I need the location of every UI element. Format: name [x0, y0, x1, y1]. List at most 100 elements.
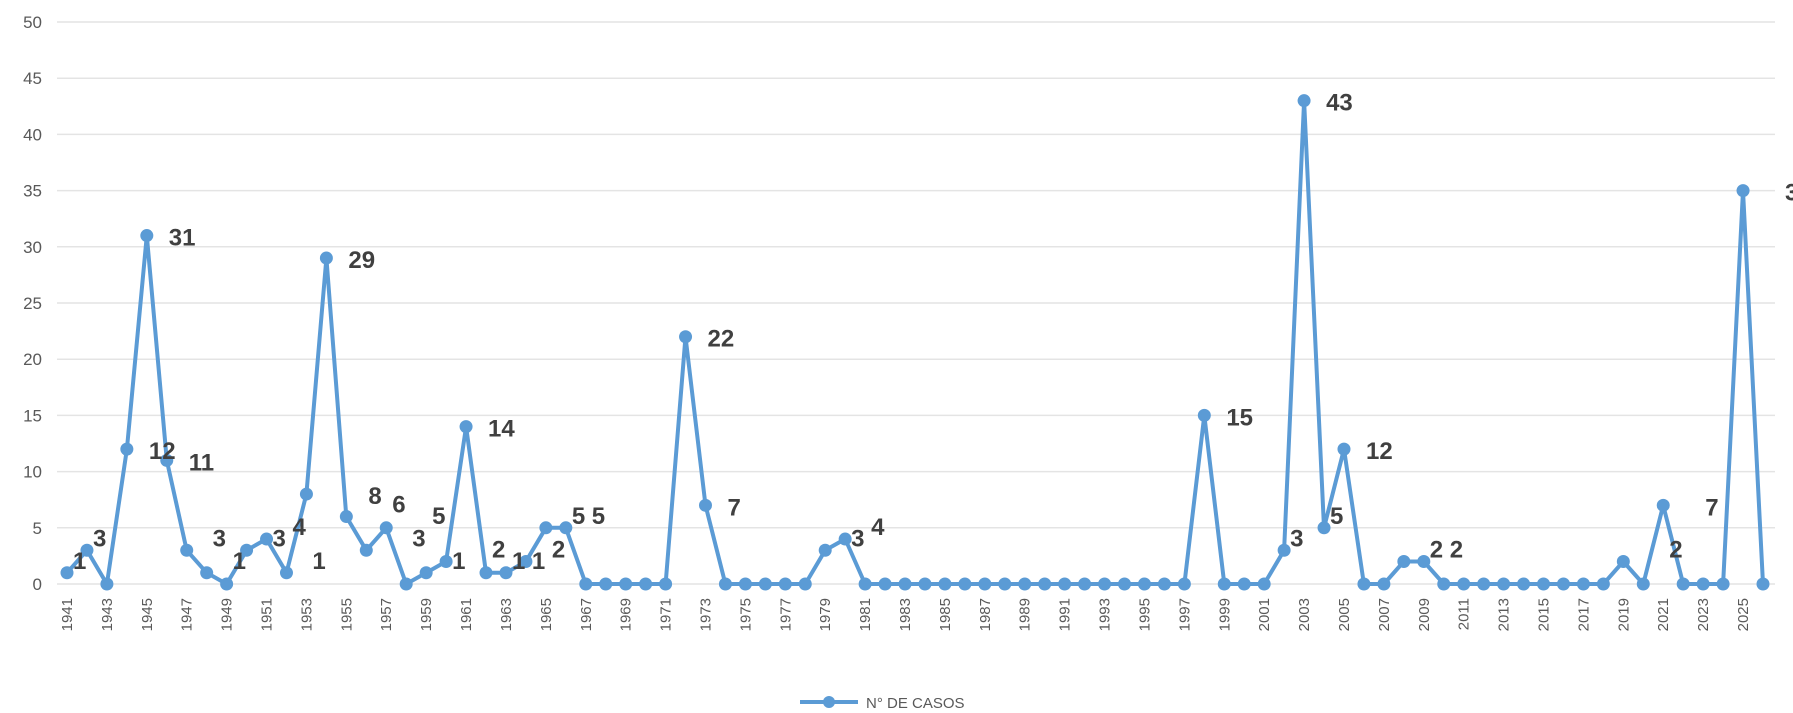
data-point: [319, 251, 333, 265]
data-label: 14: [488, 416, 515, 443]
x-tick-label: 1965: [538, 598, 555, 631]
x-tick-label: 2021: [1655, 598, 1672, 631]
x-tick-label: 1997: [1176, 598, 1193, 631]
data-point: [838, 532, 852, 546]
data-label: 1: [512, 548, 525, 575]
data-point: [1497, 577, 1511, 591]
x-tick-label: 2003: [1296, 598, 1313, 631]
data-point: [1716, 577, 1730, 591]
data-label: 11: [189, 449, 214, 476]
data-point: [299, 487, 313, 501]
data-point: [1756, 577, 1770, 591]
data-point: [679, 330, 693, 344]
data-label: 2: [552, 537, 565, 564]
data-point: [1457, 577, 1471, 591]
data-point: [1337, 442, 1351, 456]
data-point: [140, 229, 154, 243]
y-tick-label: 50: [23, 13, 42, 32]
data-point: [659, 577, 673, 591]
data-point: [200, 566, 214, 580]
data-label: 8: [368, 483, 381, 510]
data-point: [1357, 577, 1371, 591]
x-tick-label: 2007: [1376, 598, 1393, 631]
x-tick-label: 1995: [1136, 598, 1153, 631]
y-tick-label: 5: [33, 519, 42, 538]
data-point: [359, 543, 373, 557]
data-point: [1137, 577, 1151, 591]
x-tick-label: 1979: [817, 598, 834, 631]
y-tick-label: 20: [23, 350, 42, 369]
x-tick-label: 2015: [1536, 598, 1553, 631]
x-tick-label: 1943: [99, 598, 116, 631]
y-axis-ticks: 0 5 10 15 20 25 30 35 40 45 50: [23, 13, 42, 594]
data-label: 5: [592, 503, 605, 530]
data-point: [1317, 521, 1331, 535]
data-point: [1397, 555, 1411, 569]
data-point: [379, 521, 393, 535]
data-point: [519, 555, 533, 569]
legend-marker-icon: [823, 696, 835, 708]
data-label: 3: [213, 525, 226, 552]
data-label: 7: [727, 494, 740, 521]
data-label: 2: [1430, 537, 1443, 564]
y-tick-label: 30: [23, 238, 42, 257]
data-point: [978, 577, 992, 591]
data-point: [579, 577, 593, 591]
data-point: [639, 577, 653, 591]
data-point: [1477, 577, 1491, 591]
data-point: [619, 577, 633, 591]
data-label: 43: [1326, 90, 1353, 117]
data-point: [1277, 543, 1291, 557]
data-label: 15: [1226, 404, 1253, 431]
x-tick-label: 2011: [1456, 598, 1473, 630]
data-label: 3: [1290, 525, 1303, 552]
x-tick-label: 2001: [1256, 598, 1273, 631]
x-tick-label: 1951: [259, 598, 276, 631]
data-point: [260, 532, 274, 546]
data-point: [998, 577, 1012, 591]
data-point: [938, 577, 952, 591]
data-point: [180, 543, 194, 557]
data-point: [1157, 577, 1171, 591]
data-point: [1636, 577, 1650, 591]
data-label: 3: [273, 525, 286, 552]
data-point: [878, 577, 892, 591]
x-tick-label: 1961: [458, 598, 475, 631]
data-label: 31: [169, 225, 196, 252]
x-tick-label: 1967: [578, 598, 595, 631]
data-point: [738, 577, 752, 591]
data-label: 1: [532, 548, 545, 575]
data-point: [599, 577, 613, 591]
y-tick-label: 0: [33, 575, 42, 594]
data-point: [1058, 577, 1072, 591]
data-point: [1118, 577, 1132, 591]
data-point: [1098, 577, 1112, 591]
x-tick-label: 1991: [1057, 598, 1074, 631]
x-tick-label: 1963: [498, 598, 515, 631]
data-point: [240, 543, 254, 557]
data-point: [80, 543, 94, 557]
data-label: 1: [73, 548, 86, 575]
data-point: [1257, 577, 1271, 591]
data-point: [858, 577, 872, 591]
x-tick-label: 1941: [59, 598, 76, 631]
y-tick-label: 40: [23, 125, 42, 144]
x-tick-label: 2019: [1615, 598, 1632, 631]
data-point: [1177, 577, 1191, 591]
data-point: [100, 577, 114, 591]
x-tick-label: 1959: [418, 598, 435, 631]
x-tick-label: 1981: [857, 598, 874, 631]
data-point: [1078, 577, 1092, 591]
data-label: 7: [1705, 494, 1718, 521]
data-label: 2: [1669, 537, 1682, 564]
y-tick-label: 15: [23, 406, 42, 425]
data-point: [918, 577, 932, 591]
legend: N° DE CASOS: [800, 695, 965, 712]
data-point: [1417, 555, 1431, 569]
x-axis-ticks: 1941 1943 1945 1947 1949 1951 1953 1955 1957 1959…: [59, 598, 1752, 631]
data-point: [559, 521, 573, 535]
x-tick-label: 1947: [179, 598, 196, 631]
y-tick-label: 10: [23, 463, 42, 482]
data-point: [1437, 577, 1451, 591]
